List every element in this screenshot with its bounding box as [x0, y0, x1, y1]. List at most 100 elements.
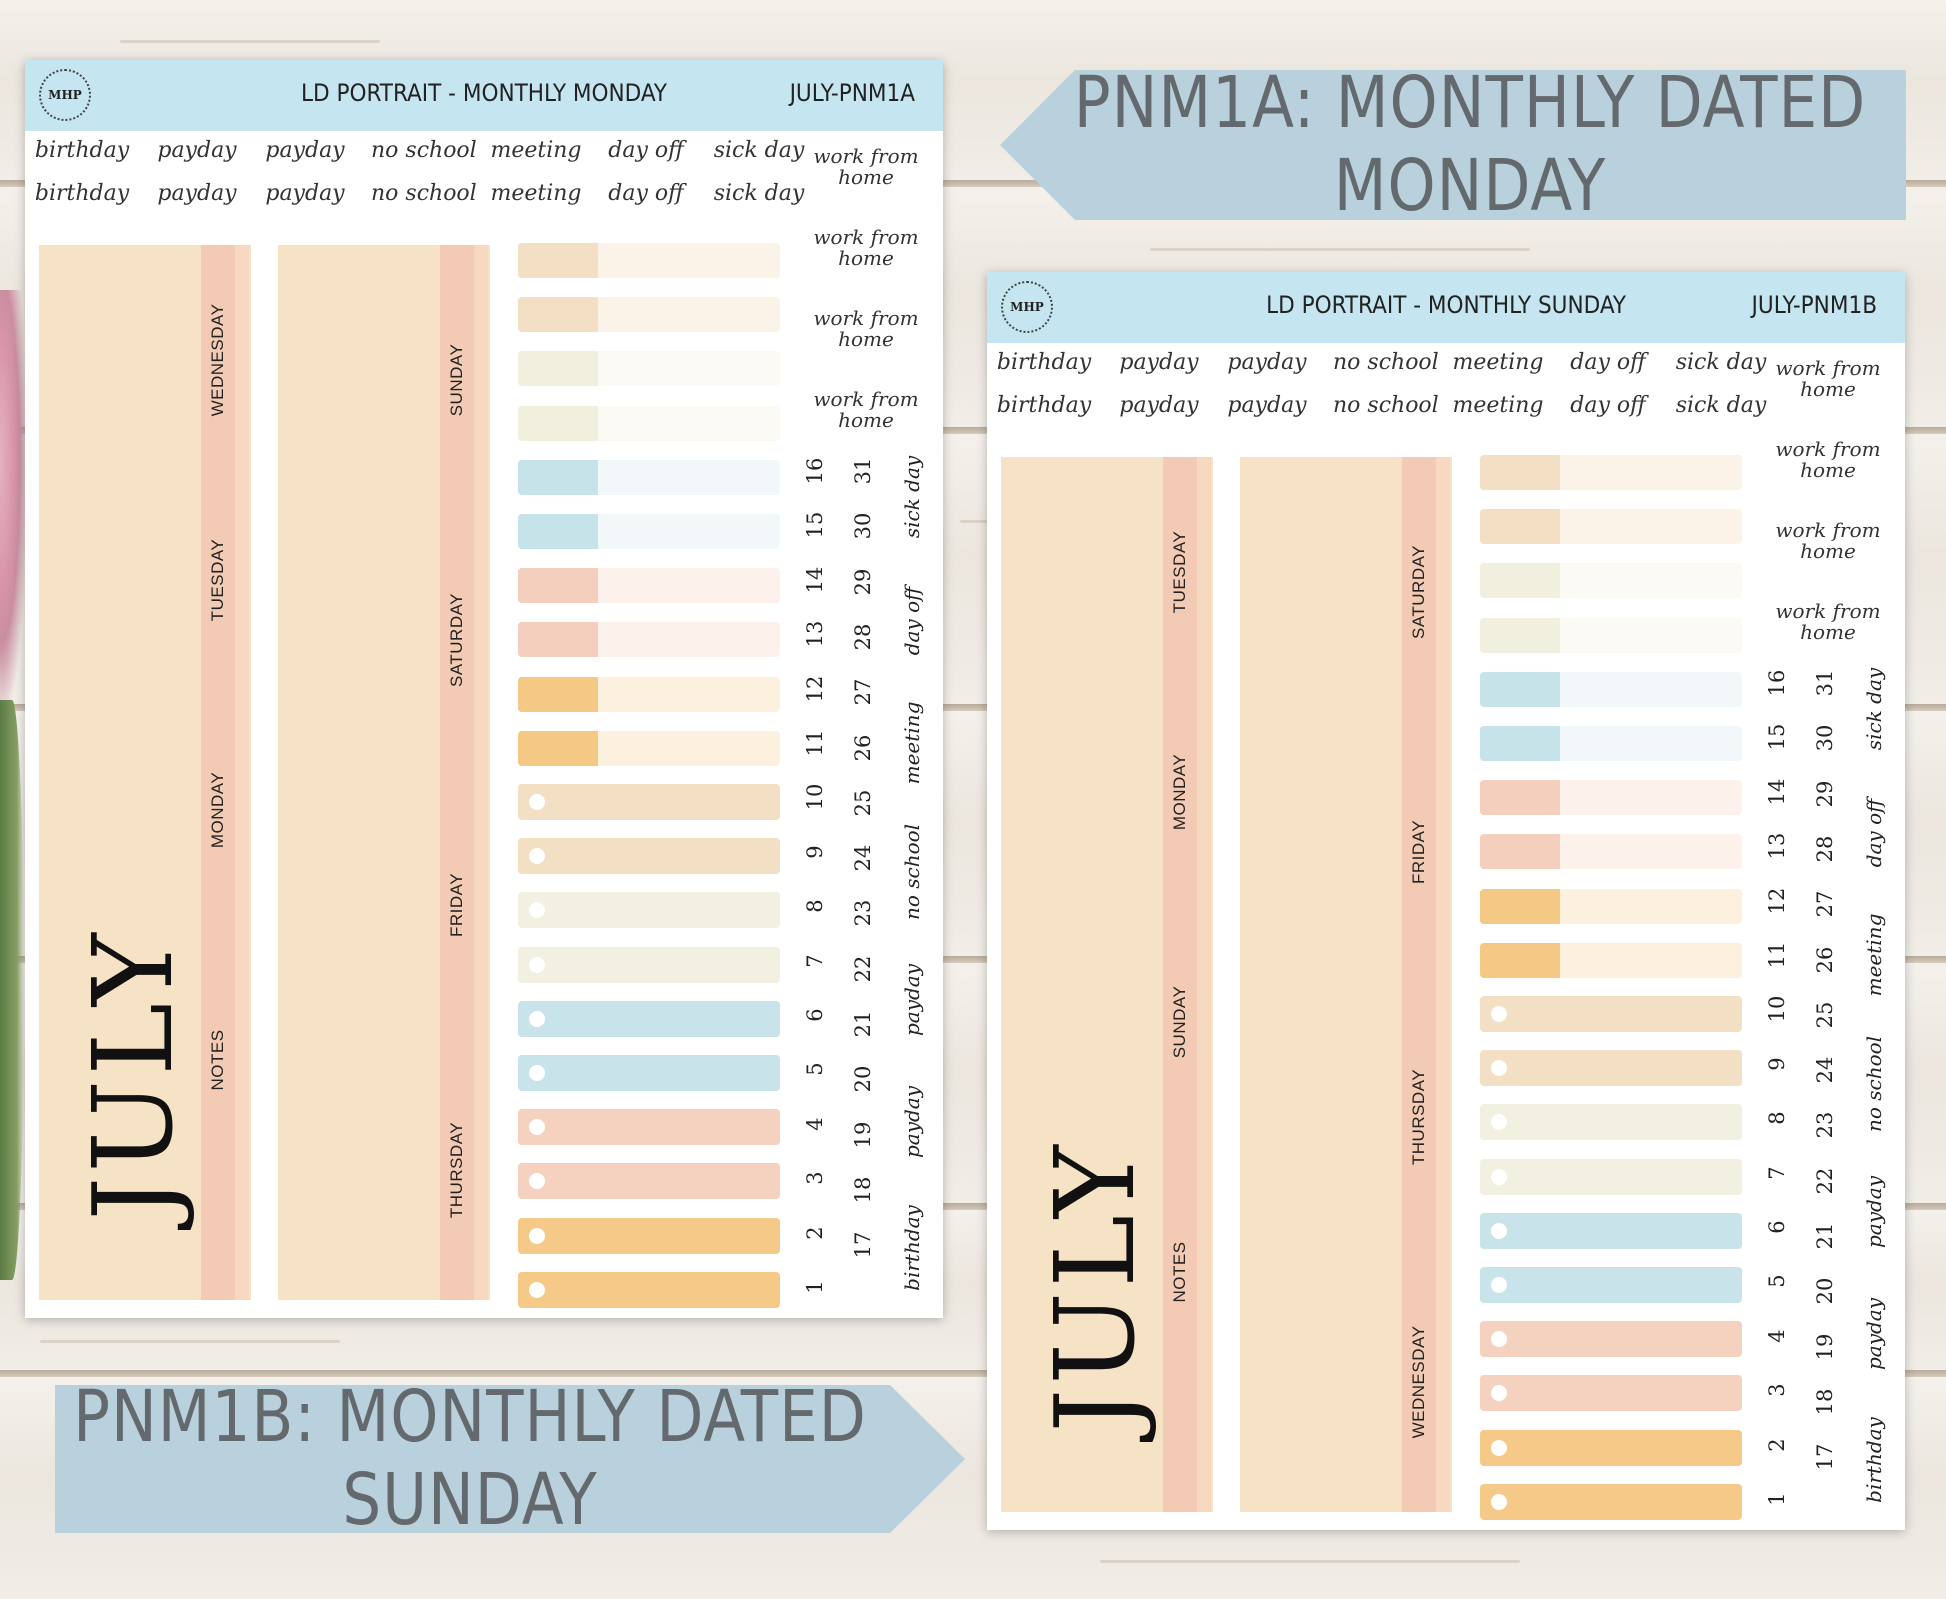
date-number[interactable]: 13: [803, 620, 827, 648]
word-sticker[interactable]: meeting: [490, 138, 582, 163]
word-sticker[interactable]: no school: [371, 138, 477, 163]
date-number[interactable]: 1: [1765, 1492, 1789, 1506]
vertical-word-sticker[interactable]: payday: [900, 1085, 924, 1159]
date-number[interactable]: 8: [803, 899, 827, 913]
date-number[interactable]: 19: [1813, 1333, 1837, 1360]
dot-tab-sticker[interactable]: [518, 1109, 780, 1146]
tab-sticker[interactable]: [1480, 726, 1742, 761]
work-from-home-sticker[interactable]: work from home: [813, 306, 919, 351]
vertical-word-sticker[interactable]: sick day: [900, 455, 924, 539]
work-from-home-sticker[interactable]: work from home: [1775, 437, 1881, 482]
dot-tab-sticker[interactable]: [518, 946, 780, 983]
date-number[interactable]: 21: [851, 1010, 875, 1038]
date-number[interactable]: 24: [851, 844, 875, 872]
date-number[interactable]: 10: [803, 784, 827, 811]
date-number[interactable]: 11: [803, 729, 827, 757]
date-number[interactable]: 30: [1813, 724, 1837, 752]
tab-sticker[interactable]: [518, 730, 780, 766]
date-number[interactable]: 4: [1765, 1329, 1789, 1343]
word-sticker[interactable]: sick day: [1675, 393, 1767, 418]
date-number[interactable]: 27: [1813, 890, 1837, 918]
dot-tab-sticker[interactable]: [1480, 1104, 1742, 1141]
word-sticker[interactable]: payday: [1119, 393, 1199, 418]
vertical-word-sticker[interactable]: day off: [900, 586, 924, 656]
date-number[interactable]: 7: [803, 953, 827, 968]
word-sticker[interactable]: sick day: [713, 138, 805, 163]
work-from-home-sticker[interactable]: work from home: [813, 225, 919, 270]
date-number[interactable]: 8: [1765, 1111, 1789, 1125]
word-sticker[interactable]: no school: [1333, 393, 1439, 418]
date-number[interactable]: 2: [803, 1225, 827, 1240]
work-from-home-sticker[interactable]: work from home: [813, 144, 919, 189]
dot-tab-sticker[interactable]: [1480, 1158, 1742, 1195]
date-number[interactable]: 23: [851, 900, 875, 927]
date-number[interactable]: 18: [1813, 1388, 1837, 1416]
date-number[interactable]: 24: [1813, 1056, 1837, 1084]
tab-sticker[interactable]: [518, 622, 780, 658]
vertical-word-sticker[interactable]: payday: [1862, 1297, 1886, 1371]
tab-sticker[interactable]: [1480, 834, 1742, 870]
date-number[interactable]: 10: [1765, 996, 1789, 1023]
date-number[interactable]: 22: [851, 955, 875, 983]
tab-sticker[interactable]: [518, 351, 780, 387]
date-number[interactable]: 2: [1765, 1437, 1789, 1452]
date-number[interactable]: 26: [1813, 946, 1837, 973]
date-number[interactable]: 11: [1765, 941, 1789, 969]
tab-sticker[interactable]: [1480, 780, 1742, 816]
word-sticker[interactable]: birthday: [996, 393, 1092, 418]
word-sticker[interactable]: payday: [1227, 393, 1307, 418]
date-number[interactable]: 19: [851, 1121, 875, 1148]
word-sticker[interactable]: day off: [608, 138, 684, 163]
date-number[interactable]: 13: [1765, 832, 1789, 860]
dot-tab-sticker[interactable]: [1480, 1050, 1742, 1087]
work-from-home-sticker[interactable]: work from home: [1775, 599, 1881, 644]
date-number[interactable]: 7: [1765, 1165, 1789, 1180]
date-number[interactable]: 23: [1813, 1112, 1837, 1139]
tab-sticker[interactable]: [1480, 509, 1742, 545]
word-sticker[interactable]: payday: [265, 181, 345, 206]
tab-sticker[interactable]: [518, 514, 780, 549]
work-from-home-sticker[interactable]: work from home: [813, 387, 919, 432]
tab-sticker[interactable]: [518, 297, 780, 333]
dot-tab-sticker[interactable]: [1480, 1212, 1742, 1249]
date-number[interactable]: 5: [1765, 1274, 1789, 1289]
date-number[interactable]: 22: [1813, 1167, 1837, 1195]
word-sticker[interactable]: payday: [157, 181, 237, 206]
date-number[interactable]: 17: [1813, 1443, 1837, 1471]
dot-tab-sticker[interactable]: [518, 1163, 780, 1200]
date-number[interactable]: 31: [851, 457, 875, 485]
dot-tab-sticker[interactable]: [518, 1271, 780, 1308]
vertical-word-sticker[interactable]: no school: [900, 823, 924, 921]
dot-tab-sticker[interactable]: [1480, 1483, 1742, 1520]
word-sticker[interactable]: payday: [1119, 350, 1199, 375]
date-number[interactable]: 28: [851, 623, 875, 651]
vertical-word-sticker[interactable]: meeting: [900, 701, 924, 785]
dot-tab-sticker[interactable]: [518, 1055, 780, 1091]
tab-sticker[interactable]: [1480, 455, 1742, 490]
word-sticker[interactable]: birthday: [34, 138, 130, 163]
date-number[interactable]: 12: [803, 675, 827, 702]
vertical-word-sticker[interactable]: day off: [1862, 798, 1886, 868]
tab-sticker[interactable]: [518, 459, 780, 495]
word-sticker[interactable]: day off: [608, 181, 684, 206]
word-sticker[interactable]: no school: [1333, 350, 1439, 375]
tab-sticker[interactable]: [1480, 671, 1742, 707]
date-number[interactable]: 1: [803, 1280, 827, 1294]
date-number[interactable]: 29: [1813, 780, 1837, 807]
date-number[interactable]: 25: [851, 789, 875, 817]
date-number[interactable]: 16: [1765, 669, 1789, 697]
date-number[interactable]: 30: [851, 512, 875, 540]
date-number[interactable]: 9: [803, 845, 827, 859]
date-number[interactable]: 25: [1813, 1001, 1837, 1029]
dot-tab-sticker[interactable]: [1480, 1321, 1742, 1358]
dot-tab-sticker[interactable]: [518, 1217, 780, 1254]
date-number[interactable]: 6: [1765, 1220, 1789, 1234]
dot-tab-sticker[interactable]: [1480, 1375, 1742, 1412]
date-number[interactable]: 9: [1765, 1057, 1789, 1071]
tab-sticker[interactable]: [518, 243, 780, 278]
word-sticker[interactable]: day off: [1570, 393, 1646, 418]
date-number[interactable]: 21: [1813, 1222, 1837, 1250]
date-number[interactable]: 5: [803, 1062, 827, 1077]
tab-sticker[interactable]: [1480, 563, 1742, 599]
tab-sticker[interactable]: [518, 568, 780, 604]
